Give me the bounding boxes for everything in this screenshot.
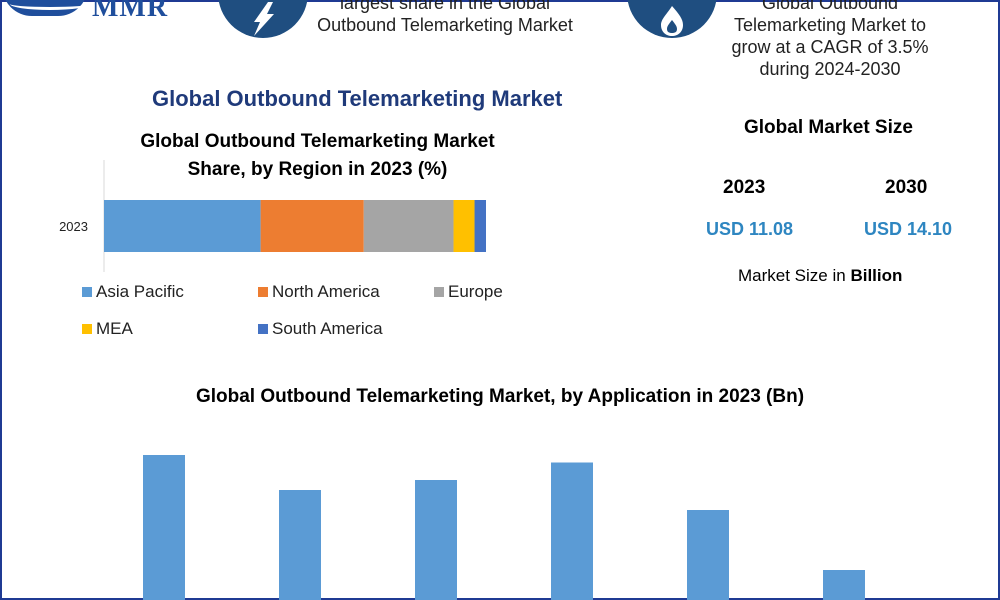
top-caption-share: largest share in the Global Outbound Tel…: [290, 0, 600, 36]
top-caption-cagr-line1: Global Outbound: [761, 0, 899, 13]
application-bar-1: [143, 455, 185, 600]
legend-swatch-asia-pacific: [82, 287, 92, 297]
region-bar-segment-asia-pacific: [104, 200, 261, 252]
region-bar-segment-europe: [363, 200, 454, 252]
application-bar-chart: [143, 455, 865, 600]
market-size-unit-prefix: Market Size in: [738, 266, 851, 285]
application-bar-3: [415, 480, 457, 600]
application-bar-4: [551, 462, 593, 600]
legend-swatch-south-america: [258, 324, 268, 334]
application-bar-6: [823, 570, 865, 600]
market-size-value-2023: USD 11.08: [706, 219, 794, 239]
main-title: Global Outbound Telemarketing Market: [152, 86, 563, 111]
market-size-year-2023: 2023: [723, 177, 766, 198]
region-chart-title: Global Outbound Telemarketing Market Sha…: [110, 128, 525, 184]
region-bar-segment-north-america: [260, 200, 364, 252]
legend-label-asia-pacific: Asia Pacific: [96, 282, 184, 301]
top-caption-share-line1: largest share in the Global: [339, 0, 551, 13]
legend-label-europe: Europe: [448, 282, 503, 301]
legend-swatch-mea: [82, 324, 92, 334]
logo-swoosh: [10, 0, 90, 10]
legend-label-south-america: South America: [272, 319, 383, 338]
market-size-year-2030: 2030: [885, 177, 928, 198]
region-chart-title-line2: Share, by Region in 2023 (%): [187, 159, 448, 180]
legend-label-north-america: North America: [272, 282, 380, 301]
region-bar-segment-mea: [453, 200, 475, 252]
region-share-chart: 2023 Asia Pacific North America Europe MEA So…: [59, 160, 503, 338]
market-size-value-2030: USD 14.10: [864, 219, 953, 239]
flame-icon: [627, 0, 717, 38]
market-size-unit: Market Size in Billion: [738, 266, 902, 286]
legend-swatch-north-america: [258, 287, 268, 297]
top-caption-cagr: Global Outbound Telemarketing Market to …: [720, 0, 940, 80]
region-chart-title-line1: Global Outbound Telemarketing Market: [140, 131, 495, 152]
region-bar-segment-south-america: [474, 200, 486, 252]
top-caption-cagr-line4: during 2024-2030: [759, 59, 901, 79]
mmr-logo: MMR: [0, 0, 200, 23]
market-size-title: Global Market Size: [744, 117, 913, 138]
application-bar-5: [687, 510, 729, 600]
logo-text: MMR: [92, 0, 169, 23]
top-caption-share-line2: Outbound Telemarketing Market: [317, 15, 573, 35]
legend-label-mea: MEA: [96, 319, 134, 338]
application-bar-2: [279, 490, 321, 600]
lightning-bolt-icon: [218, 0, 308, 38]
market-size-unit-bold: Billion: [850, 266, 903, 285]
application-chart-title: Global Outbound Telemarketing Market, by…: [195, 386, 805, 407]
top-caption-cagr-line2: Telemarketing Market to: [733, 15, 927, 35]
top-caption-cagr-line3: grow at a CAGR of 3.5%: [731, 37, 929, 57]
legend-swatch-europe: [434, 287, 444, 297]
region-chart-category-label: 2023: [59, 219, 88, 234]
